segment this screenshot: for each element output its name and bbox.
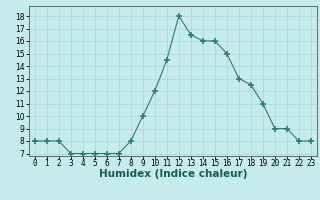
X-axis label: Humidex (Indice chaleur): Humidex (Indice chaleur) — [99, 169, 247, 179]
